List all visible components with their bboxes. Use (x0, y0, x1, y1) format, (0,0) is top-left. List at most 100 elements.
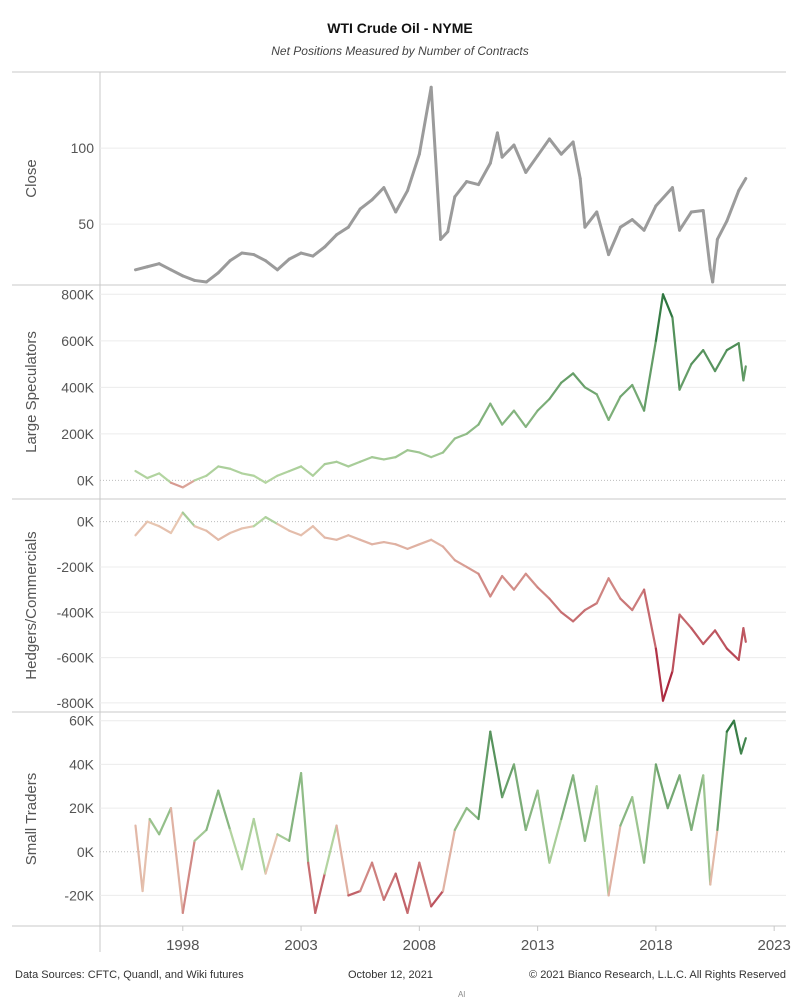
x-tick-label: 2013 (521, 937, 554, 954)
series-segment (642, 763, 657, 864)
series-segment (406, 449, 421, 454)
series-segment (690, 627, 705, 646)
series-segment (181, 274, 197, 282)
series-segment (501, 763, 516, 799)
series-segment (311, 525, 326, 539)
footer-copyright: © 2021 Bianco Research, L.L.C. All Right… (529, 969, 786, 981)
series-segment (418, 861, 433, 908)
series-segment (229, 467, 244, 475)
series-segment (453, 180, 469, 199)
series-segment (240, 525, 255, 530)
series-segment (264, 474, 279, 484)
series-segment (465, 565, 480, 575)
series-segment (430, 451, 445, 459)
series-segment (217, 465, 232, 470)
series-segment (654, 647, 665, 702)
series-segment (619, 597, 634, 612)
y-tick-label: 0K (77, 514, 95, 530)
y-tick-label: -20K (64, 887, 94, 903)
series-segment (536, 397, 551, 412)
series-segment (489, 730, 504, 799)
series-segment (560, 611, 575, 623)
series-segment (572, 608, 587, 623)
series-segment (716, 730, 728, 832)
series-segment (158, 525, 173, 535)
series-segment (359, 861, 374, 893)
series-segment (134, 824, 144, 893)
series-segment (288, 529, 303, 537)
series-segment (737, 342, 745, 382)
y-tick-label: 600K (61, 333, 94, 349)
series-segment (678, 362, 693, 391)
series-segment (205, 465, 220, 477)
series-segment (489, 402, 504, 426)
series-segment (264, 833, 279, 875)
series-segment (394, 449, 409, 459)
series-segment (205, 529, 220, 541)
series-segment (595, 577, 610, 605)
y-tick-label: -400K (57, 604, 95, 620)
series-segment (299, 251, 315, 258)
series-segment (465, 806, 480, 821)
series-segment (453, 432, 468, 440)
series-segment (394, 872, 409, 914)
series-segment (737, 627, 745, 661)
series-segment (169, 481, 184, 489)
series-segment (299, 772, 310, 864)
series-segment (500, 143, 516, 159)
series-segment (181, 479, 196, 489)
series-segment (193, 278, 208, 284)
series-segment (205, 789, 220, 832)
series-segment (618, 218, 634, 229)
series-segment (134, 520, 149, 537)
y-tick-label: 60K (69, 713, 95, 729)
series-segment (439, 230, 450, 241)
series-segment (512, 763, 527, 832)
series-segment (382, 540, 397, 546)
series-segment (418, 451, 433, 459)
series-segment (711, 237, 719, 284)
series-segment (441, 545, 456, 562)
series-segment (418, 538, 433, 546)
series-segment (370, 861, 385, 901)
series-segment (607, 395, 622, 422)
series-segment (453, 806, 468, 832)
series-segment (631, 796, 646, 864)
series-segment (229, 527, 244, 535)
y-tick-label: 0K (77, 472, 95, 488)
series-segment (288, 465, 303, 473)
footer-source: Data Sources: CFTC, Quandl, and Wiki fut… (15, 969, 244, 981)
series-segment (524, 409, 539, 428)
series-segment (287, 251, 303, 261)
series-segment (359, 456, 374, 463)
series-segment (311, 245, 327, 258)
series-segment (240, 251, 256, 257)
series-segment (276, 522, 291, 532)
series-segment (323, 824, 338, 875)
series-segment (264, 516, 279, 526)
series-segment (335, 225, 350, 237)
series-segment (275, 257, 291, 272)
series-segment (661, 293, 674, 319)
series-segment (145, 262, 161, 269)
series-segment (631, 383, 646, 412)
series-segment (488, 131, 499, 165)
series-segment (429, 85, 443, 241)
series-segment (631, 588, 646, 612)
series-segment (548, 597, 563, 614)
series-segment (193, 828, 208, 842)
series-segment (548, 817, 563, 864)
series-segment (370, 456, 385, 461)
y-axis-title: Small Traders (23, 773, 40, 866)
series-segment (512, 409, 527, 428)
series-segment (678, 613, 693, 630)
series-segment (702, 629, 717, 646)
series-segment (157, 262, 173, 272)
series-segment (607, 225, 622, 257)
series-segment (501, 409, 516, 426)
y-tick-label: 40K (69, 756, 95, 772)
series-segment (193, 474, 208, 482)
y-tick-label: -600K (57, 650, 95, 666)
series-segment (713, 349, 728, 373)
series-segment (477, 402, 492, 426)
